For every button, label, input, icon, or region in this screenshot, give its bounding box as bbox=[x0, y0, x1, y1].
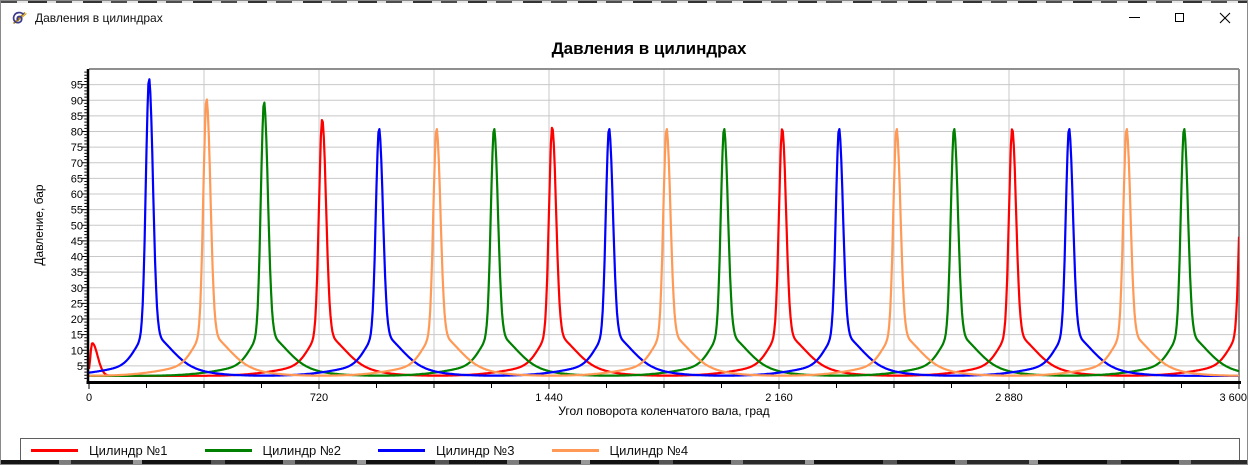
x-axis-title: Угол поворота коленчатого вала, град bbox=[558, 404, 769, 418]
y-tick-label: 80 bbox=[71, 127, 83, 139]
legend: Цилиндр №1 Цилиндр №2 Цилиндр №3 Цилиндр №4 bbox=[20, 438, 1240, 462]
y-tick-label: 55 bbox=[71, 205, 83, 217]
x-tick-label: 3 600 bbox=[1219, 392, 1247, 404]
y-tick-label: 25 bbox=[71, 298, 83, 310]
close-icon bbox=[1219, 12, 1230, 23]
x-tick-label: 0 bbox=[86, 392, 92, 404]
y-tick-label: 90 bbox=[71, 95, 83, 107]
x-tick-label: 2 160 bbox=[765, 392, 793, 404]
y-tick-label: 15 bbox=[71, 330, 83, 342]
legend-item-label: Цилиндр №3 bbox=[436, 442, 515, 458]
y-tick-label: 40 bbox=[71, 252, 83, 264]
gridlines bbox=[89, 68, 1240, 382]
y-tick-label: 95 bbox=[71, 80, 83, 92]
y-tick-label: 35 bbox=[71, 267, 83, 279]
background-window-edge-bottom bbox=[1, 460, 1247, 464]
series-line-4 bbox=[89, 98, 1239, 377]
legend-item-1[interactable]: Цилиндр №1 bbox=[31, 443, 168, 458]
tick-labels: 5 10 15 20 25 30 35 40 45 50 55 60 65 70 75 80 85 90 95 0 72… bbox=[71, 80, 1247, 404]
minimize-button[interactable] bbox=[1112, 3, 1157, 32]
maximize-button[interactable] bbox=[1157, 3, 1202, 32]
legend-line-icon bbox=[204, 448, 252, 452]
y-tick-label: 50 bbox=[71, 220, 83, 232]
legend-line-icon bbox=[378, 448, 426, 452]
y-tick-label: 45 bbox=[71, 236, 83, 248]
chart-title: Давления в цилиндрах bbox=[552, 39, 747, 58]
legend-item-4[interactable]: Цилиндр №4 bbox=[551, 442, 689, 458]
series-line-3 bbox=[89, 78, 1239, 377]
legend-item-label: Цилиндр №4 bbox=[609, 442, 689, 458]
maximize-icon bbox=[1175, 13, 1184, 22]
y-tick-label: 60 bbox=[71, 189, 83, 201]
window-controls bbox=[1112, 3, 1247, 32]
legend-item-2[interactable]: Цилиндр №2 bbox=[204, 442, 342, 458]
window-title: Давления в цилиндрах bbox=[35, 10, 163, 25]
app-logo-icon bbox=[12, 11, 27, 24]
minimize-icon bbox=[1129, 17, 1140, 18]
legend-item-label: Цилиндр №2 bbox=[262, 442, 342, 458]
legend-line-icon bbox=[31, 448, 78, 452]
y-tick-label: 5 bbox=[77, 361, 83, 373]
series-line-1 bbox=[89, 119, 1239, 377]
legend-item-label: Цилиндр №1 bbox=[89, 442, 168, 458]
y-tick-label: 75 bbox=[71, 142, 83, 154]
y-tick-label: 30 bbox=[71, 283, 83, 295]
axes bbox=[86, 69, 1241, 384]
y-axis-title: Давление, бар bbox=[32, 184, 46, 266]
y-tick-label: 70 bbox=[71, 158, 83, 170]
close-button[interactable] bbox=[1202, 3, 1247, 32]
legend-item-3[interactable]: Цилиндр №3 bbox=[378, 443, 515, 458]
legend-line-icon bbox=[551, 448, 599, 452]
x-tick-label: 720 bbox=[310, 392, 328, 404]
x-tick-label: 1 440 bbox=[535, 392, 563, 404]
x-tick-label: 2 880 bbox=[995, 392, 1023, 404]
y-tick-label: 65 bbox=[71, 173, 83, 185]
background-window-edge-top bbox=[1, 1, 1247, 3]
y-tick-label: 10 bbox=[71, 345, 83, 357]
title-bar[interactable]: Давления в цилиндрах bbox=[1, 3, 1247, 32]
tick-marks bbox=[81, 71, 1240, 389]
series-curves bbox=[89, 78, 1239, 377]
y-tick-label: 20 bbox=[71, 314, 83, 326]
y-tick-label: 85 bbox=[71, 111, 83, 123]
